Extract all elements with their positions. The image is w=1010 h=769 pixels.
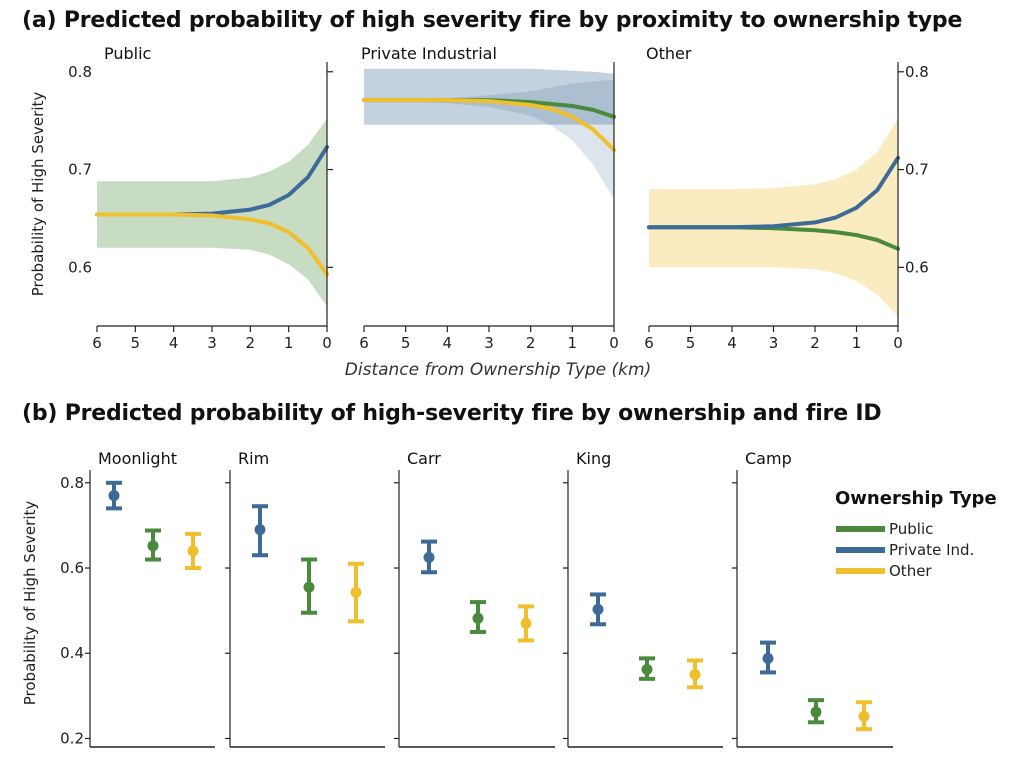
y-tick-label: 0.8 — [905, 63, 929, 81]
x-tick-label: 3 — [484, 334, 494, 352]
series-line-public-other — [95, 212, 329, 277]
x-tick-label: 4 — [727, 334, 737, 352]
panel-title-rim: Rim — [238, 449, 269, 468]
x-tick-label: 3 — [207, 334, 217, 352]
x-tick-label: 1 — [852, 334, 862, 352]
x-tick-label: 2 — [810, 334, 820, 352]
point-moonlight-private-ind- — [108, 490, 120, 502]
panel-title-king: King — [576, 449, 611, 468]
y-tick-label-b: 0.8 — [60, 474, 84, 492]
point-king-private-ind- — [592, 603, 604, 615]
series-line-other-private-ind- — [647, 155, 900, 230]
point-carr-other — [520, 617, 532, 629]
x-tick-label: 3 — [769, 334, 779, 352]
x-tick-label: 5 — [401, 334, 411, 352]
x-tick-label: 6 — [644, 334, 654, 352]
x-tick-label: 5 — [131, 334, 141, 352]
point-rim-private-ind- — [254, 524, 266, 536]
point-camp-private-ind- — [762, 652, 774, 664]
point-moonlight-public — [147, 540, 159, 552]
x-tick-label: 1 — [568, 334, 578, 352]
panel-title-public: Public — [104, 44, 151, 63]
legend-label-other: Other — [889, 562, 932, 580]
point-camp-public — [810, 706, 822, 718]
y-axis-label-b: Probability of High Severity — [21, 501, 39, 706]
point-king-other — [689, 669, 701, 681]
point-carr-private-ind- — [423, 551, 435, 563]
point-king-public — [641, 663, 653, 675]
point-rim-other — [350, 586, 362, 598]
x-tick-label: 5 — [686, 334, 696, 352]
point-rim-public — [303, 581, 315, 593]
x-tick-label: 2 — [526, 334, 536, 352]
chart-title-a: (a) Predicted probability of high severi… — [22, 8, 963, 33]
x-tick-label: 6 — [359, 334, 369, 352]
point-moonlight-other — [187, 545, 199, 557]
x-tick-label: 1 — [284, 334, 294, 352]
x-tick-label: 4 — [169, 334, 179, 352]
legend-label-public: Public — [889, 520, 933, 538]
y-tick-label: 0.8 — [68, 63, 92, 81]
y-tick-label: 0.7 — [905, 161, 929, 179]
series-line-private-industrial-other — [362, 98, 616, 152]
panel-title-camp: Camp — [745, 449, 792, 468]
x-tick-label: 2 — [246, 334, 256, 352]
y-tick-label-b: 0.4 — [60, 644, 84, 662]
y-tick-label-b: 0.6 — [60, 559, 84, 577]
point-camp-other — [858, 710, 870, 722]
panel-title-moonlight: Moonlight — [98, 449, 177, 468]
y-tick-label: 0.7 — [68, 161, 92, 179]
y-tick-label: 0.6 — [905, 258, 929, 276]
x-tick-label: 0 — [322, 334, 332, 352]
x-axis-label-a: Distance from Ownership Type (km) — [345, 360, 651, 380]
panel-title-private-industrial: Private Industrial — [361, 44, 497, 63]
y-tick-label: 0.6 — [68, 258, 92, 276]
y-axis-label-a: Probability of High Severity — [29, 92, 47, 297]
ci-band-other-0 — [649, 118, 898, 317]
x-tick-label: 4 — [443, 334, 453, 352]
legend-title: Ownership Type — [835, 488, 997, 509]
panel-title-carr: Carr — [407, 449, 441, 468]
panel-title-other: Other — [646, 44, 692, 63]
chart-title-b: (b) Predicted probability of high-severi… — [22, 401, 882, 426]
x-tick-label: 0 — [893, 334, 903, 352]
legend-label-private-ind-: Private Ind. — [889, 541, 974, 559]
x-tick-label: 0 — [609, 334, 619, 352]
y-tick-label-b: 0.2 — [60, 729, 84, 747]
point-carr-public — [472, 612, 484, 624]
x-tick-label: 6 — [92, 334, 102, 352]
